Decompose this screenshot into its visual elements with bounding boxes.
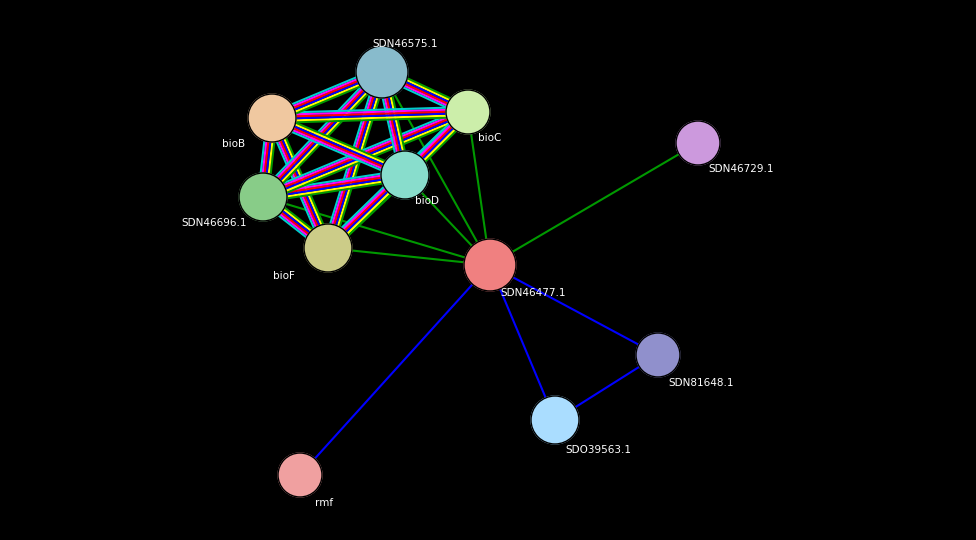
Circle shape (248, 94, 296, 142)
Circle shape (278, 453, 322, 497)
Text: SDN46729.1: SDN46729.1 (708, 164, 774, 174)
Circle shape (304, 224, 352, 272)
Text: SDN46696.1: SDN46696.1 (181, 218, 247, 228)
Circle shape (446, 90, 490, 134)
Text: SDO39563.1: SDO39563.1 (565, 445, 631, 455)
Text: bioF: bioF (273, 271, 295, 281)
Text: bioD: bioD (415, 196, 439, 206)
Text: bioB: bioB (222, 139, 245, 149)
Text: SDN46575.1: SDN46575.1 (372, 39, 437, 49)
Circle shape (464, 239, 516, 291)
Circle shape (531, 396, 579, 444)
Text: SDN81648.1: SDN81648.1 (668, 378, 734, 388)
Text: SDN46477.1: SDN46477.1 (500, 288, 565, 298)
Circle shape (381, 151, 429, 199)
Circle shape (676, 121, 720, 165)
Circle shape (239, 173, 287, 221)
Text: bioC: bioC (478, 133, 502, 143)
Circle shape (356, 46, 408, 98)
Circle shape (636, 333, 680, 377)
Text: rmf: rmf (315, 498, 333, 508)
